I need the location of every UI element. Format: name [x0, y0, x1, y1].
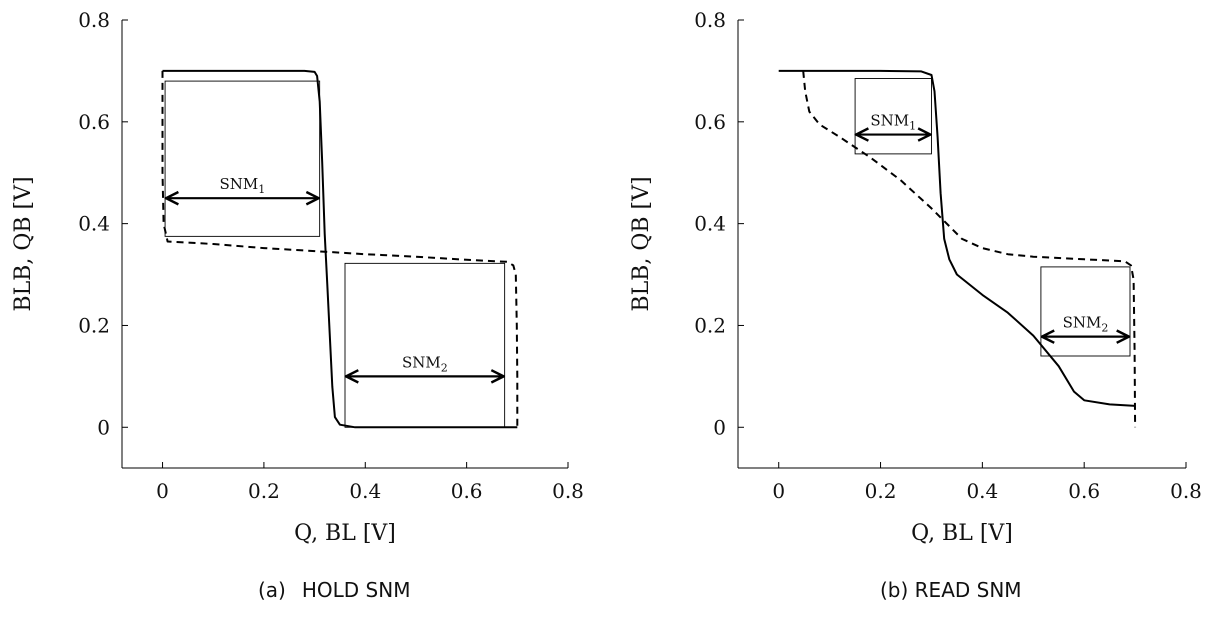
y-axis-label: BLB, QB [V]	[629, 176, 654, 311]
y-tick-label: 0.2	[694, 313, 726, 337]
x-tick-label: 0	[156, 479, 169, 503]
y-axis-label: BLB, QB [V]	[11, 176, 36, 311]
y-tick-label: 0.2	[78, 313, 110, 337]
panel-a: 0 0.2 0.4 0.6 0.8 0 0.2 0.4 0.6 0.8 Q, BL [V] BLB, …	[11, 8, 584, 546]
x-tick-label: 0.6	[451, 479, 483, 503]
x-tick-label: 0.2	[865, 479, 897, 503]
snm1-box	[854, 78, 932, 155]
solid-curve	[162, 69, 518, 429]
y-tick-label: 0.4	[694, 212, 726, 236]
caption-a-text: HOLD SNM	[301, 578, 411, 602]
y-tick-label: 0.8	[694, 8, 726, 32]
caption-read-snm: (b) READ SNM	[880, 578, 1022, 602]
snm2-box	[344, 262, 506, 428]
y-tick-label: 0.6	[694, 110, 726, 134]
x-axis-label: Q, BL [V]	[911, 521, 1013, 546]
y-tick-label: 0.4	[78, 212, 110, 236]
snm1-label: SNM1	[870, 112, 916, 133]
caption-hold-snm: (a) HOLD SNM	[258, 578, 410, 602]
x-tick-label: 0.4	[349, 479, 381, 503]
snm1-label: SNM1	[219, 175, 265, 196]
panel-b: 0 0.2 0.4 0.6 0.8 0 0.2 0.4 0.6 0.8 Q, BL [V] BLB, …	[629, 8, 1202, 546]
y-tick-label: 0.6	[78, 110, 110, 134]
dashed-curve	[802, 70, 1137, 428]
dashed-curve	[161, 70, 519, 428]
snm1-box	[164, 80, 321, 237]
solid-curve	[778, 69, 1136, 407]
x-tick-label: 0.8	[552, 479, 584, 503]
y-tick-label: 0.8	[78, 8, 110, 32]
x-tick-label: 0.8	[1170, 479, 1202, 503]
x-tick-label: 0.4	[966, 479, 998, 503]
x-axis-label: Q, BL [V]	[294, 521, 396, 546]
snm2-box	[1040, 266, 1131, 357]
x-tick-label: 0.6	[1068, 479, 1100, 503]
x-tick-label: 0	[772, 479, 785, 503]
caption-a-marker: (a)	[258, 578, 286, 602]
snm2-label: SNM2	[1063, 314, 1109, 335]
y-tick-label: 0	[97, 415, 110, 439]
x-tick-label: 0.2	[248, 479, 280, 503]
snm2-label: SNM2	[402, 353, 448, 374]
y-tick-label: 0	[713, 415, 726, 439]
